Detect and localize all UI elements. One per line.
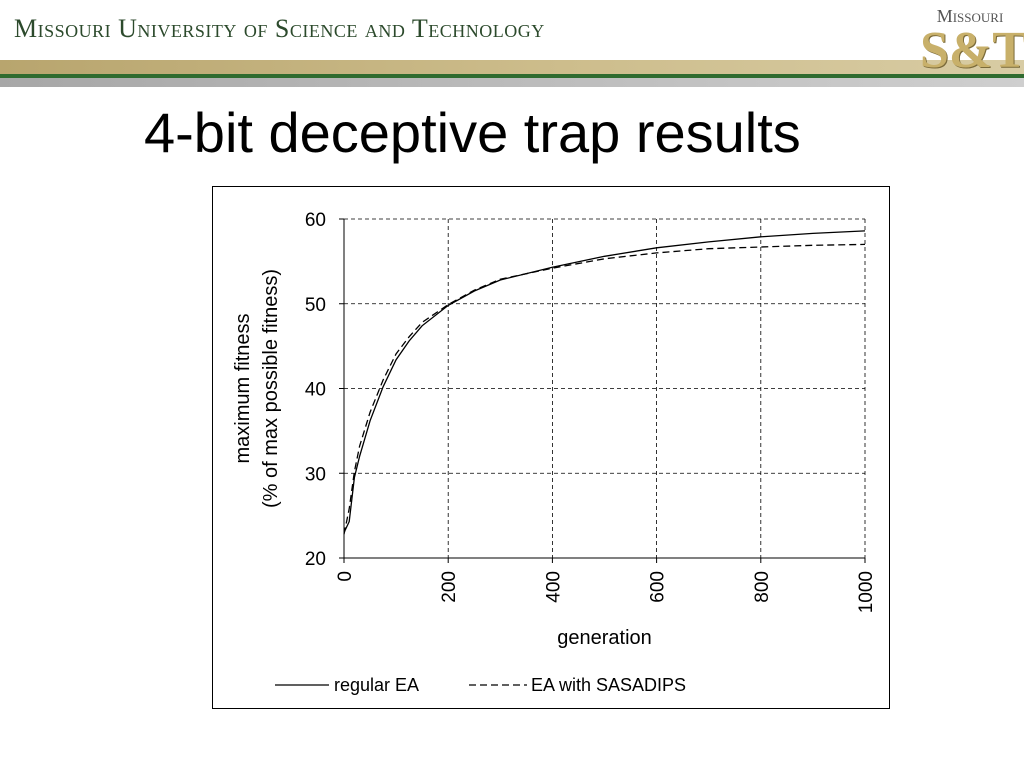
y-tick-label: 60 <box>305 210 326 231</box>
y-tick-label: 30 <box>305 464 326 485</box>
x-tick-label: 600 <box>648 571 669 603</box>
chart-frame: 20 30 40 50 60 0 200 400 600 800 1000 generation max… <box>212 186 890 709</box>
logo-top-text: Missouri <box>936 6 1004 26</box>
y-tick-label: 50 <box>305 295 326 316</box>
logo-main-text: S&T <box>920 22 1024 79</box>
legend-label-1: regular EA <box>334 675 419 695</box>
x-tick-label: 200 <box>439 571 460 603</box>
y-tick-label: 40 <box>305 380 326 401</box>
series-line-2 <box>343 243 866 535</box>
y-tick-label: 20 <box>305 549 326 570</box>
header-stripe-gold <box>0 60 1024 74</box>
x-tick-label: 800 <box>752 571 773 603</box>
header-stripe-grey <box>0 78 1024 87</box>
x-tick-label: 0 <box>335 571 356 582</box>
y-axis-title-line1: maximum fitness <box>232 313 254 463</box>
x-tick-label: 400 <box>543 571 564 603</box>
x-axis-title: generation <box>557 627 652 649</box>
y-axis-title-line2: (% of max possible fitness) <box>260 269 282 508</box>
university-name: Missouri University of Science and Techn… <box>14 14 545 43</box>
header-stripe-green <box>0 74 1024 78</box>
university-logo: Missouri S&T <box>920 6 1024 84</box>
legend-label-2: EA with SASADIPS <box>531 675 686 695</box>
x-tick-label: 1000 <box>856 571 877 613</box>
slide-title: 4-bit deceptive trap results <box>144 101 801 164</box>
series-line-1 <box>343 230 866 533</box>
